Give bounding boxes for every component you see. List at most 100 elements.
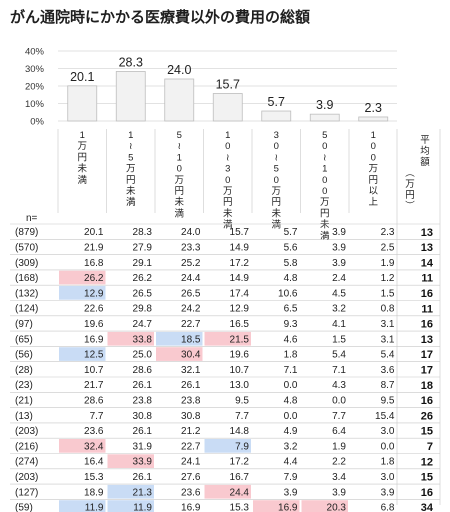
row-count: (56) bbox=[15, 350, 33, 361]
highlight-cell bbox=[156, 347, 203, 361]
category-label: 1 万円未満 bbox=[77, 130, 87, 186]
avg-value: 15 bbox=[421, 426, 433, 438]
avg-value: 12 bbox=[421, 456, 433, 468]
avg-value: 18 bbox=[421, 380, 433, 392]
table-cell: 3.9 bbox=[332, 243, 346, 254]
table-cell: 19.6 bbox=[84, 319, 104, 330]
table-cell: 27.9 bbox=[133, 243, 153, 254]
table-cell: 22.7 bbox=[181, 441, 201, 452]
table-cell: 3.6 bbox=[381, 365, 395, 376]
table-cell: 23.8 bbox=[133, 396, 153, 407]
table-cell: 3.9 bbox=[332, 227, 346, 238]
table-cell: 16.9 bbox=[181, 503, 201, 512]
table-cell: 6.4 bbox=[332, 426, 346, 437]
highlight-cell bbox=[301, 500, 348, 512]
row-count: (21) bbox=[15, 396, 33, 407]
table-cell: 12.9 bbox=[84, 288, 104, 299]
avg-value: 13 bbox=[421, 227, 433, 239]
table-cell: 7.1 bbox=[332, 365, 346, 376]
avg-header: 平均額︵万円︶ bbox=[405, 135, 430, 212]
y-tick-label: 10% bbox=[25, 99, 45, 110]
table-cell: 4.5 bbox=[332, 288, 346, 299]
table-cell: 3.2 bbox=[284, 441, 298, 452]
table-cell: 0.0 bbox=[381, 441, 395, 452]
row-count: (216) bbox=[15, 441, 38, 452]
n-label: n= bbox=[26, 213, 38, 224]
table-cell: 7.7 bbox=[235, 411, 249, 422]
avg-value: 11 bbox=[421, 303, 433, 315]
avg-value: 34 bbox=[421, 502, 434, 512]
row-count: (570) bbox=[15, 243, 38, 254]
table-cell: 4.1 bbox=[332, 319, 346, 330]
category-label: 1 0 0 万円以上 bbox=[368, 130, 378, 208]
table-cell: 7.1 bbox=[284, 365, 298, 376]
row-count: (28) bbox=[15, 365, 33, 376]
row-count: (13) bbox=[15, 411, 33, 422]
highlight-cell bbox=[59, 347, 106, 361]
avg-value: 14 bbox=[421, 257, 434, 269]
category-label: 1 ≀ 5 万円未満 bbox=[126, 130, 136, 208]
bar bbox=[358, 116, 389, 122]
category-label: 5 ≀ 1 0 万円未満 bbox=[174, 130, 184, 219]
table-cell: 18.9 bbox=[84, 487, 104, 498]
avg-value: 15 bbox=[421, 472, 433, 484]
table-cell: 5.7 bbox=[284, 227, 298, 238]
table-cell: 12.5 bbox=[84, 350, 104, 361]
table-cell: 4.8 bbox=[284, 396, 298, 407]
table-cell: 33.9 bbox=[133, 457, 153, 468]
row-count: (203) bbox=[15, 426, 38, 437]
table-cell: 3.9 bbox=[284, 487, 298, 498]
table-cell: 14.8 bbox=[230, 426, 250, 437]
y-tick-label: 20% bbox=[25, 82, 45, 93]
row-count: (168) bbox=[15, 273, 38, 284]
avg-value: 16 bbox=[421, 288, 433, 300]
highlight-cell bbox=[253, 500, 300, 512]
table-cell: 16.5 bbox=[230, 319, 250, 330]
bar-value-label: 28.3 bbox=[119, 55, 143, 69]
row-count: (879) bbox=[15, 227, 38, 238]
table-cell: 24.7 bbox=[133, 319, 153, 330]
table-cell: 4.9 bbox=[284, 426, 298, 437]
table-cell: 3.4 bbox=[332, 472, 346, 483]
table-cell: 1.9 bbox=[381, 258, 395, 269]
table-cell: 0.0 bbox=[332, 396, 346, 407]
table-cell: 20.1 bbox=[84, 227, 104, 238]
table-cell: 3.9 bbox=[332, 258, 346, 269]
table-cell: 32.1 bbox=[181, 365, 201, 376]
table-cell: 21.7 bbox=[84, 380, 104, 391]
bar bbox=[212, 93, 243, 122]
table-cell: 20.3 bbox=[327, 503, 347, 512]
table-cell: 11.9 bbox=[133, 503, 152, 512]
table-cell: 10.7 bbox=[84, 365, 104, 376]
table-cell: 24.2 bbox=[181, 304, 201, 315]
table-cell: 15.4 bbox=[375, 411, 395, 422]
table-cell: 9.5 bbox=[381, 396, 395, 407]
avg-value: 7 bbox=[427, 441, 433, 453]
table-cell: 32.4 bbox=[84, 441, 104, 452]
table-cell: 7.9 bbox=[284, 472, 298, 483]
table-cell: 1.9 bbox=[332, 441, 346, 452]
table-cell: 26.1 bbox=[133, 426, 153, 437]
table-cell: 29.1 bbox=[133, 258, 153, 269]
table-cell: 23.3 bbox=[181, 243, 201, 254]
table-cell: 2.3 bbox=[381, 227, 395, 238]
highlight-cell bbox=[59, 439, 106, 453]
table-cell: 25.2 bbox=[181, 258, 201, 269]
table-cell: 28.6 bbox=[133, 365, 153, 376]
table-cell: 3.0 bbox=[381, 472, 395, 483]
table-cell: 19.6 bbox=[230, 350, 250, 361]
table-cell: 1.5 bbox=[381, 288, 395, 299]
y-tick-label: 40% bbox=[25, 47, 45, 58]
table-cell: 10.6 bbox=[278, 288, 298, 299]
bar-value-label: 5.7 bbox=[268, 95, 285, 109]
bar bbox=[261, 110, 292, 122]
avg-value: 16 bbox=[421, 319, 433, 331]
bar-value-label: 24.0 bbox=[167, 63, 191, 77]
table-cell: 24.4 bbox=[181, 273, 201, 284]
row-count: (309) bbox=[15, 258, 38, 269]
table-cell: 26.5 bbox=[133, 288, 153, 299]
table-cell: 2.5 bbox=[381, 243, 395, 254]
table-cell: 3.9 bbox=[332, 487, 346, 498]
table-cell: 17.2 bbox=[230, 457, 250, 468]
